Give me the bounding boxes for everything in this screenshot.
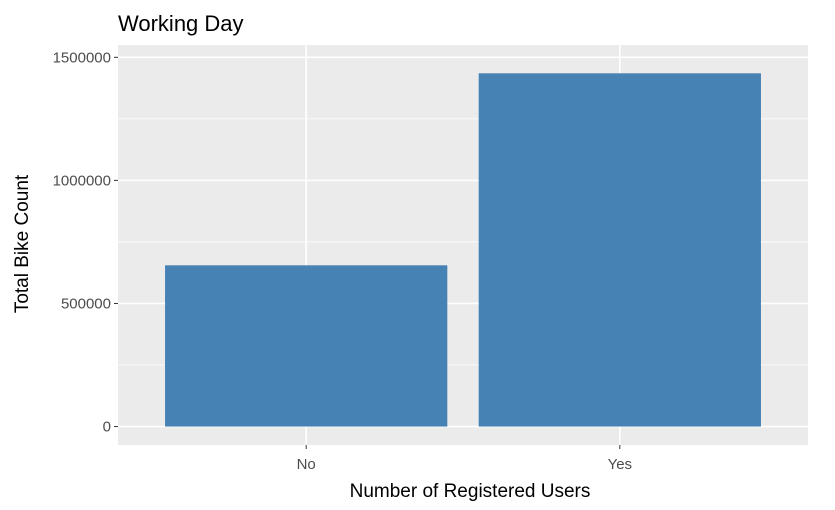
y-tick-label: 500000: [61, 295, 111, 312]
x-tick-label: No: [297, 456, 316, 473]
bar-no: [165, 265, 448, 427]
bar-yes: [478, 73, 761, 427]
y-axis: 0 500000 1000000 1500000: [53, 49, 118, 436]
y-axis-title: Total Bike Count: [12, 174, 33, 313]
y-tick-label: 1000000: [53, 172, 111, 189]
chart-title: Working Day: [118, 11, 244, 36]
y-tick-label: 1500000: [53, 49, 111, 66]
x-axis: No Yes: [297, 445, 632, 473]
x-axis-title: Number of Registered Users: [350, 481, 591, 502]
bars: [165, 73, 761, 427]
y-tick-label: 0: [103, 419, 111, 436]
x-tick-label: Yes: [608, 456, 632, 473]
